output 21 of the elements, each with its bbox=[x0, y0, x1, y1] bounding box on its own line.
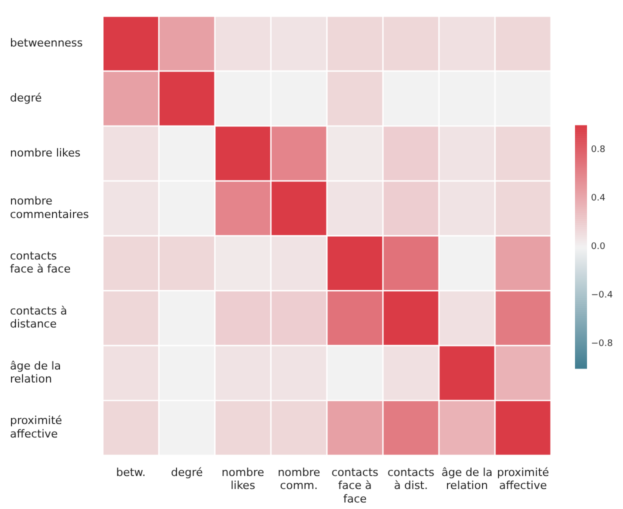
color-bar-label: 0.0 bbox=[591, 242, 606, 252]
y-tick-label: nombre commentaires bbox=[10, 194, 90, 221]
y-tick-label: betweenness bbox=[10, 36, 84, 50]
x-tick-label: âge de la relation bbox=[441, 466, 492, 492]
x-tick-label: contacts à dist. bbox=[387, 466, 435, 492]
color-bar-label: −0.4 bbox=[591, 290, 614, 301]
x-tick-label: nombre comm. bbox=[278, 466, 320, 492]
y-tick-label: nombre likes bbox=[10, 146, 81, 160]
y-tick-label: proximité affective bbox=[10, 414, 62, 440]
y-tick-label: contacts à distance bbox=[10, 304, 68, 331]
x-tick-label: degré bbox=[170, 466, 203, 479]
y-tick-label: âge de la relation bbox=[10, 359, 62, 386]
color-bar-label: 0.8 bbox=[591, 144, 606, 155]
x-tick-label: betw. bbox=[116, 466, 146, 479]
color-bar-label: 0.4 bbox=[591, 193, 606, 204]
color-bar-label: −0.8 bbox=[591, 339, 614, 350]
y-tick-label: contacts face à face bbox=[10, 250, 71, 276]
x-tick-label: proximité affective bbox=[496, 466, 550, 492]
y-tick-label: degré bbox=[10, 91, 42, 104]
x-tick-label: contacts face à face bbox=[331, 466, 379, 506]
x-tick-label: nombre likes bbox=[222, 466, 264, 492]
